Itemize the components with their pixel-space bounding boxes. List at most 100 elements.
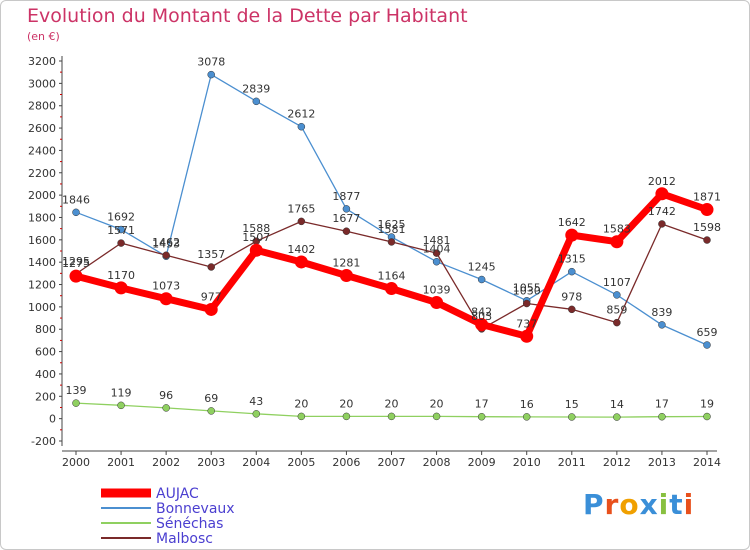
x-tick-label: 2001: [107, 456, 135, 469]
data-point: [568, 267, 576, 276]
y-tick-label: 1200: [28, 279, 56, 292]
data-label: 17: [475, 398, 489, 411]
x-tick-label: 2009: [468, 456, 496, 469]
data-point: [432, 257, 441, 266]
data-point: [432, 412, 441, 421]
data-label: 20: [339, 397, 353, 410]
y-tick-label: 400: [35, 368, 56, 381]
chart-title: Evolution du Montant de la Dette par Hab…: [27, 5, 468, 27]
data-point: [568, 305, 576, 314]
data-label: 2612: [287, 108, 315, 121]
x-tick-label: 2013: [648, 456, 676, 469]
data-label: 2012: [648, 175, 676, 188]
data-label: 20: [430, 397, 444, 410]
data-point: [613, 291, 621, 299]
data-label: 1164: [378, 270, 406, 283]
data-label: 1281: [332, 256, 360, 269]
x-tick-label: 2004: [242, 456, 270, 469]
data-label: 803: [471, 310, 492, 323]
data-point: [249, 243, 263, 257]
data-label: 1677: [332, 212, 360, 225]
data-point: [385, 282, 398, 296]
legend-label: Malbosc: [156, 531, 213, 547]
data-point: [294, 255, 308, 269]
data-label: 1030: [513, 285, 541, 298]
data-label: 1073: [152, 280, 180, 293]
data-point: [207, 70, 215, 79]
data-label: 1245: [468, 261, 496, 274]
data-point: [207, 407, 215, 415]
proxiti-logo: Proxiti: [583, 488, 695, 521]
data-label: 859: [606, 304, 627, 317]
data-label: 1462: [152, 236, 180, 249]
data-label: 15: [565, 398, 579, 411]
data-label: 1571: [107, 224, 135, 237]
data-label: 69: [204, 392, 218, 405]
data-label: 1581: [378, 223, 406, 236]
data-point: [117, 225, 125, 234]
data-point: [387, 412, 396, 421]
x-tick-label: 2003: [197, 456, 225, 469]
data-label: 1625: [378, 218, 406, 231]
data-point: [475, 318, 489, 332]
data-point: [342, 412, 351, 421]
x-tick-label: 2002: [152, 456, 180, 469]
data-point: [703, 412, 711, 421]
data-point: [207, 263, 215, 271]
data-point: [69, 269, 83, 283]
y-tick-label: 2000: [28, 189, 56, 202]
data-label: 1055: [513, 282, 541, 295]
data-point: [703, 341, 711, 349]
data-label: 19: [700, 398, 714, 411]
data-point: [297, 217, 306, 226]
data-label: 139: [66, 384, 87, 397]
data-point: [159, 292, 173, 306]
data-label: 1107: [603, 276, 631, 289]
data-label: 96: [159, 389, 173, 402]
data-label: 1765: [287, 202, 315, 215]
data-point: [658, 220, 666, 228]
data-label: 1588: [242, 222, 270, 235]
data-point: [610, 235, 624, 249]
data-label: 1357: [197, 248, 225, 261]
data-label: 16: [520, 398, 534, 411]
data-point: [568, 413, 576, 421]
y-tick-label: 1000: [28, 301, 56, 314]
data-label: 43: [249, 395, 263, 408]
y-tick-label: 0: [49, 413, 56, 426]
data-point: [72, 399, 80, 407]
data-point: [430, 296, 444, 310]
data-point: [520, 329, 534, 343]
data-label: 1170: [107, 269, 135, 282]
x-tick-label: 2012: [603, 456, 631, 469]
data-label: 839: [651, 306, 672, 319]
data-point: [565, 228, 579, 242]
data-label: 14: [610, 398, 624, 411]
x-tick-label: 2011: [558, 456, 586, 469]
data-label: 1877: [332, 190, 360, 203]
data-point: [477, 275, 486, 284]
data-label: 977: [201, 290, 222, 303]
y-tick-label: 1400: [28, 256, 56, 269]
data-point: [700, 203, 714, 217]
y-tick-label: 3200: [28, 55, 56, 68]
data-label: 3078: [197, 56, 225, 69]
data-point: [432, 249, 441, 257]
data-point: [613, 318, 621, 327]
data-point: [117, 239, 125, 247]
y-tick-label: 2400: [28, 144, 56, 157]
y-tick-label: 800: [35, 323, 56, 336]
data-point: [342, 227, 351, 235]
data-label: 1453: [152, 237, 180, 250]
data-label: 1583: [603, 223, 631, 236]
data-label: 17: [655, 398, 669, 411]
y-tick-label: -200: [31, 435, 56, 448]
data-point: [204, 302, 218, 316]
data-point: [477, 412, 486, 421]
data-point: [114, 281, 128, 295]
data-label: 1481: [423, 234, 451, 247]
data-point: [522, 299, 531, 308]
data-label: 978: [561, 290, 582, 303]
data-label: 737: [516, 317, 537, 330]
